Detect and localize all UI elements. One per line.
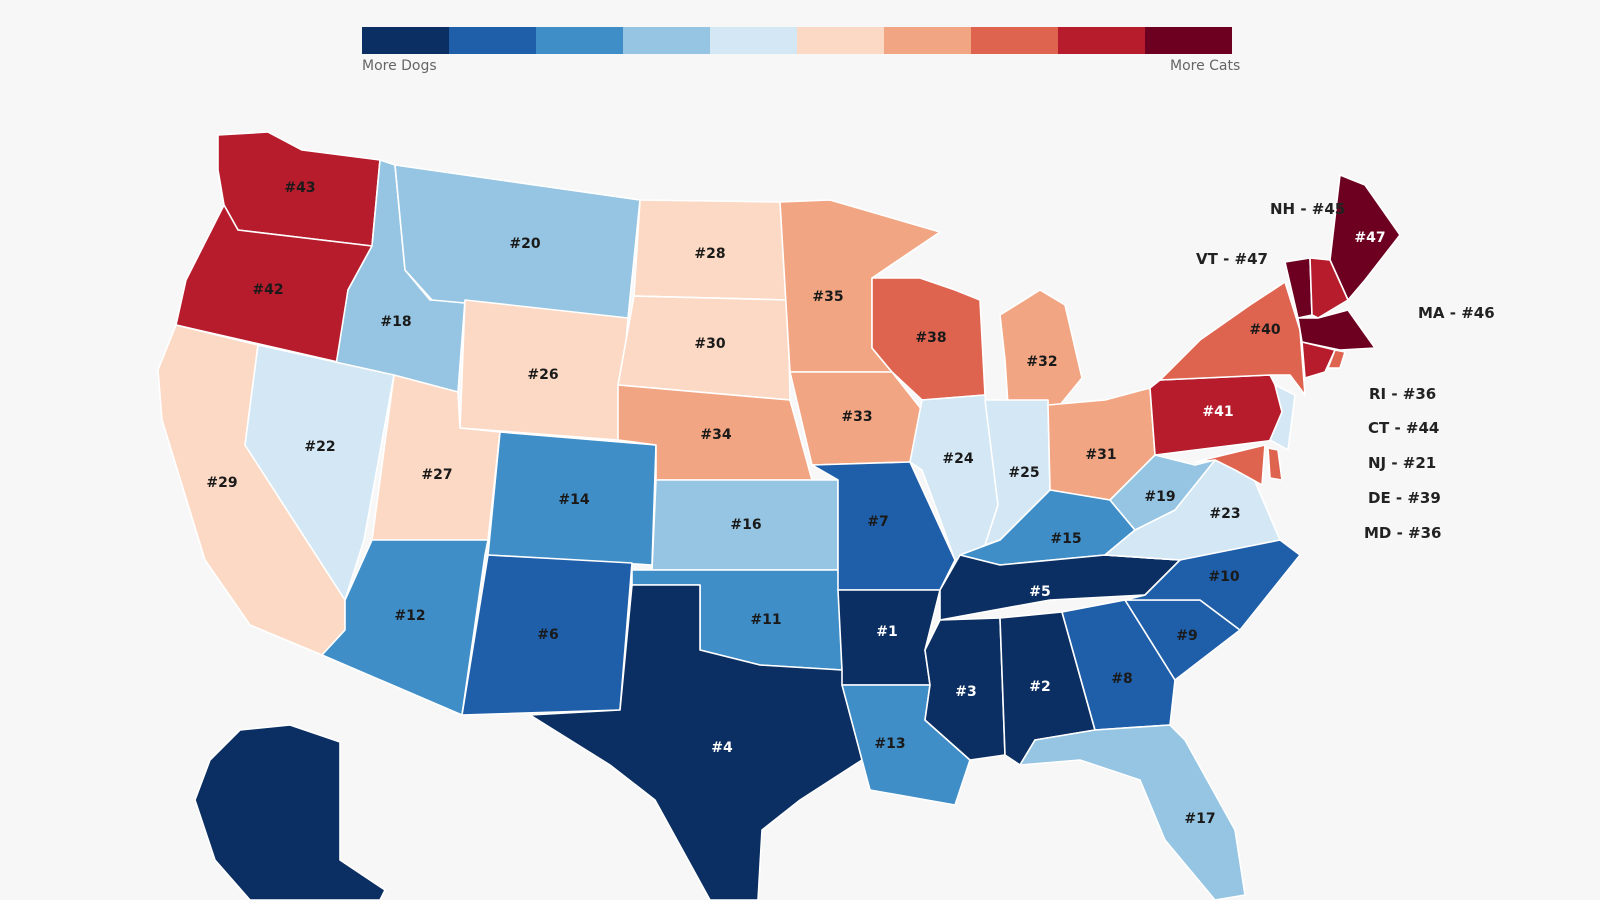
callout-vt: VT - #47 — [1196, 250, 1268, 268]
rank-label-oh: #31 — [1085, 447, 1116, 463]
rank-label-mn: #35 — [812, 289, 843, 305]
legend-swatch-3 — [536, 27, 623, 54]
rank-label-me: #47 — [1354, 230, 1385, 246]
state-fl[interactable] — [1019, 724, 1246, 900]
rank-label-tx: #4 — [711, 740, 733, 756]
state-nh[interactable] — [1309, 257, 1349, 319]
callout-nh: NH - #45 — [1270, 200, 1346, 218]
callout-ri: RI - #36 — [1369, 385, 1437, 403]
legend-swatch-2 — [449, 27, 536, 54]
rank-label-ut: #27 — [421, 467, 452, 483]
rank-label-wi: #38 — [915, 330, 946, 346]
callout-de: DE - #39 — [1368, 489, 1441, 507]
state-az[interactable] — [321, 539, 489, 716]
rank-label-ms: #3 — [955, 684, 976, 700]
state-nv[interactable] — [244, 344, 395, 601]
rank-label-ks: #16 — [730, 517, 761, 533]
state-ct[interactable] — [1301, 341, 1336, 379]
state-tx[interactable] — [529, 584, 863, 900]
rank-label-mo: #7 — [867, 514, 888, 530]
rank-label-wv: #19 — [1144, 489, 1175, 505]
rank-label-pa: #41 — [1202, 404, 1233, 420]
legend-swatch-5 — [710, 27, 797, 54]
state-ga[interactable] — [1061, 599, 1176, 731]
callout-nj: NJ - #21 — [1368, 454, 1437, 472]
state-mi[interactable] — [999, 289, 1083, 406]
rank-label-wa: #43 — [284, 180, 315, 196]
legend-swatch-7 — [884, 27, 971, 54]
state-nj[interactable] — [1269, 384, 1296, 451]
rank-label-wy: #26 — [527, 367, 558, 383]
rank-label-in: #25 — [1008, 465, 1039, 481]
rank-label-az: #12 — [394, 608, 425, 624]
callout-ma: MA - #46 — [1418, 304, 1495, 322]
rank-label-mt: #20 — [509, 236, 540, 252]
color-scale-legend — [362, 27, 1232, 54]
rank-label-or: #42 — [252, 282, 283, 298]
rank-label-ga: #8 — [1111, 671, 1132, 687]
callout-ct: CT - #44 — [1368, 419, 1440, 437]
state-md[interactable] — [1194, 444, 1266, 486]
rank-label-il: #24 — [942, 451, 973, 467]
rank-label-al: #2 — [1029, 679, 1050, 695]
rank-label-fl: #17 — [1184, 811, 1215, 827]
rank-label-ok: #11 — [750, 612, 781, 628]
rank-label-ne: #34 — [700, 427, 731, 443]
rank-label-nd: #28 — [694, 246, 725, 262]
rank-label-nc: #10 — [1208, 569, 1239, 585]
rank-label-co: #14 — [558, 492, 589, 508]
rank-label-va: #23 — [1209, 506, 1240, 522]
rank-label-nm: #6 — [537, 627, 558, 643]
rank-label-nv: #22 — [304, 439, 335, 455]
rank-label-ky: #15 — [1050, 531, 1081, 547]
legend-swatch-10 — [1145, 27, 1232, 54]
legend-swatch-1 — [362, 27, 449, 54]
legend-label-cats: More Cats — [1170, 58, 1241, 74]
rank-label-id: #18 — [380, 314, 411, 330]
state-ri[interactable] — [1327, 349, 1346, 369]
rank-label-sc: #9 — [1176, 628, 1197, 644]
rank-label-ca: #29 — [206, 475, 237, 491]
rank-label-la: #13 — [874, 736, 905, 752]
rank-label-sd: #30 — [694, 336, 725, 352]
rank-label-tn: #5 — [1029, 584, 1050, 600]
legend-swatch-6 — [797, 27, 884, 54]
state-de[interactable] — [1267, 447, 1283, 481]
rank-label-ar: #1 — [876, 624, 897, 640]
legend-label-dogs: More Dogs — [362, 58, 437, 74]
callout-md: MD - #36 — [1364, 524, 1442, 542]
state-nc[interactable] — [1104, 539, 1301, 631]
rank-label-ia: #33 — [841, 409, 872, 425]
legend-swatch-9 — [1058, 27, 1145, 54]
legend-swatch-4 — [623, 27, 710, 54]
state-ak[interactable] — [194, 724, 386, 900]
legend-swatch-8 — [971, 27, 1058, 54]
rank-label-mi: #32 — [1026, 354, 1057, 370]
rank-label-ny: #40 — [1249, 322, 1280, 338]
